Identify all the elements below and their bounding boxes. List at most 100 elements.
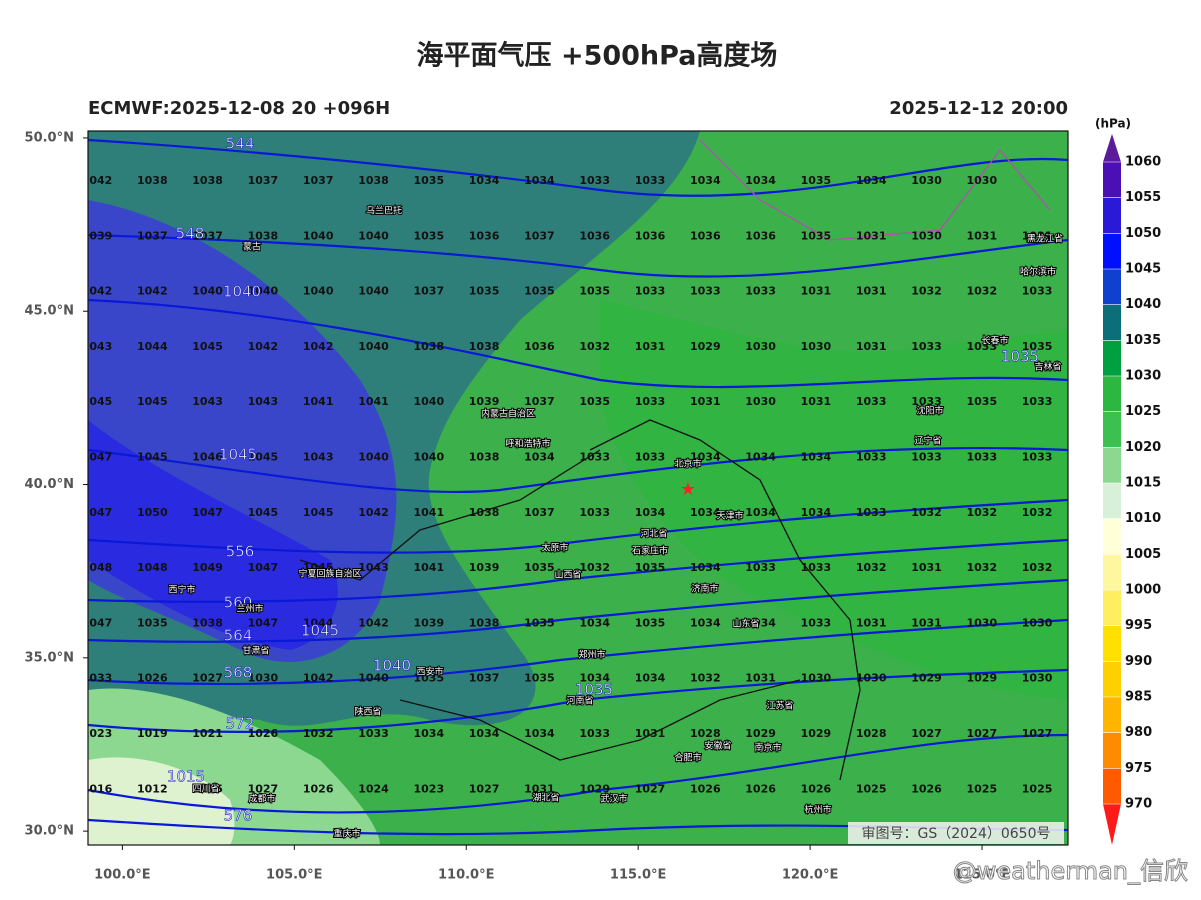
pressure-value: 1034 — [690, 616, 721, 629]
colorbar-segment — [1103, 732, 1121, 769]
pressure-value: 1035 — [801, 174, 832, 187]
pressure-value: 1033 — [745, 285, 776, 298]
pressure-value: 1026 — [745, 782, 776, 795]
pressure-value: 1035 — [524, 672, 555, 685]
pressure-value: 1047 — [82, 451, 113, 464]
pressure-value: 1042 — [137, 285, 168, 298]
place-label: 成都市 — [248, 793, 275, 805]
pressure-value: 1047 — [248, 616, 279, 629]
colorbar-unit: (hPa) — [1095, 117, 1131, 131]
pressure-value: 1034 — [413, 727, 444, 740]
place-label: 内蒙古自治区 — [481, 408, 535, 420]
colorbar-label: 1060 — [1125, 155, 1161, 170]
colorbar-label: 1030 — [1125, 369, 1161, 384]
contour-label: 576 — [224, 807, 253, 825]
y-tick-label: 50.0°N — [25, 130, 74, 145]
contour — [88, 233, 1068, 278]
x-tick-label: 120.0°E — [782, 868, 839, 883]
pressure-value: 1034 — [745, 506, 776, 519]
pressure-value: 1031 — [690, 395, 721, 408]
pressure-value: 1038 — [248, 229, 279, 242]
colorbar-label: 1000 — [1125, 583, 1161, 598]
pressure-value: 1027 — [1022, 727, 1053, 740]
colorbar-label: 990 — [1125, 654, 1152, 669]
colorbar-segment — [1103, 768, 1121, 805]
place-label: 西宁市 — [168, 584, 195, 596]
pressure-value: 1032 — [966, 285, 997, 298]
pressure-value: 1029 — [801, 727, 832, 740]
pressure-value: 1037 — [248, 174, 279, 187]
pressure-value: 1039 — [413, 616, 444, 629]
valid-time: 2025-12-12 20:00 — [889, 98, 1068, 119]
pressure-value: 1043 — [358, 561, 389, 574]
pressure-value: 1034 — [690, 561, 721, 574]
colorbar-segment — [1103, 661, 1121, 698]
pressure-value: 1047 — [82, 506, 113, 519]
pressure-value: 1036 — [635, 229, 666, 242]
pressure-value: 1045 — [137, 395, 168, 408]
pressure-value: 1033 — [358, 727, 389, 740]
border — [589, 419, 861, 781]
contour-label: 1015 — [167, 768, 205, 786]
pressure-value: 1040 — [192, 285, 223, 298]
pressure-value: 1030 — [801, 340, 832, 353]
pressure-value: 1034 — [524, 174, 555, 187]
pressure-value: 1038 — [358, 174, 389, 187]
pressure-value: 1038 — [469, 451, 500, 464]
pressure-value: 1039 — [469, 395, 500, 408]
pressure-value: 1040 — [358, 451, 389, 464]
pressure-value: 1021 — [192, 727, 223, 740]
colorbar-under — [1103, 804, 1121, 845]
colorbar-segment — [1103, 554, 1121, 591]
place-label: 宁夏回族自治区 — [298, 568, 361, 580]
pressure-grid: 1042 1038 1038 1037 1037 1038 1035 1034 1034 1033… — [82, 174, 1053, 795]
pressure-value: 1047 — [248, 561, 279, 574]
pressure-value: 1043 — [82, 340, 113, 353]
pressure-value: 1027 — [966, 727, 997, 740]
run-info: ECMWF:2025-12-08 20 +096H — [88, 98, 390, 119]
x-tick-label: 115.0°E — [610, 868, 667, 883]
pressure-value: 1042 — [82, 174, 113, 187]
pressure-value: 1035 — [801, 229, 832, 242]
pressure-value: 1030 — [966, 174, 997, 187]
pressure-value: 1025 — [1022, 782, 1053, 795]
pressure-value: 1040 — [303, 229, 334, 242]
pressure-value: 1035 — [413, 229, 444, 242]
pressure-value: 1047 — [82, 616, 113, 629]
pressure-value: 1033 — [690, 285, 721, 298]
pressure-value: 1038 — [192, 616, 223, 629]
pressure-value: 1037 — [137, 229, 168, 242]
pressure-value: 1027 — [635, 782, 666, 795]
border — [299, 449, 601, 581]
place-label: 武汉市 — [600, 793, 627, 805]
pressure-value: 1030 — [745, 395, 776, 408]
place-label: 杭州市 — [804, 804, 831, 816]
colorbar-label: 1010 — [1125, 511, 1161, 526]
border — [699, 139, 1051, 241]
pressure-value: 1033 — [856, 395, 887, 408]
pressure-value: 1034 — [745, 174, 776, 187]
colorbar-label: 1020 — [1125, 440, 1161, 455]
pressure-value: 1042 — [303, 672, 334, 685]
pressure-value: 1039 — [82, 229, 113, 242]
contour-label: 1040 — [223, 283, 261, 301]
pressure-value: 1033 — [966, 451, 997, 464]
pressure-value: 1034 — [690, 174, 721, 187]
capital-star: ★ — [680, 479, 696, 500]
pressure-value: 1030 — [248, 672, 279, 685]
pressure-value: 1035 — [413, 672, 444, 685]
pressure-value: 1035 — [524, 285, 555, 298]
pressure-value: 1038 — [469, 340, 500, 353]
place-label: 河南省 — [566, 695, 593, 707]
contour — [88, 538, 1068, 603]
colorbar-label: 1015 — [1125, 476, 1161, 491]
pressure-value: 1027 — [192, 672, 223, 685]
pressure-value: 1034 — [745, 451, 776, 464]
pressure-value: 1032 — [911, 506, 942, 519]
pressure-value: 1044 — [303, 616, 334, 629]
pressure-value: 1029 — [911, 672, 942, 685]
pressure-value: 1040 — [358, 229, 389, 242]
pressure-value: 1045 — [248, 451, 279, 464]
pressure-value: 1033 — [911, 395, 942, 408]
colorbar-label: 1040 — [1125, 297, 1161, 312]
